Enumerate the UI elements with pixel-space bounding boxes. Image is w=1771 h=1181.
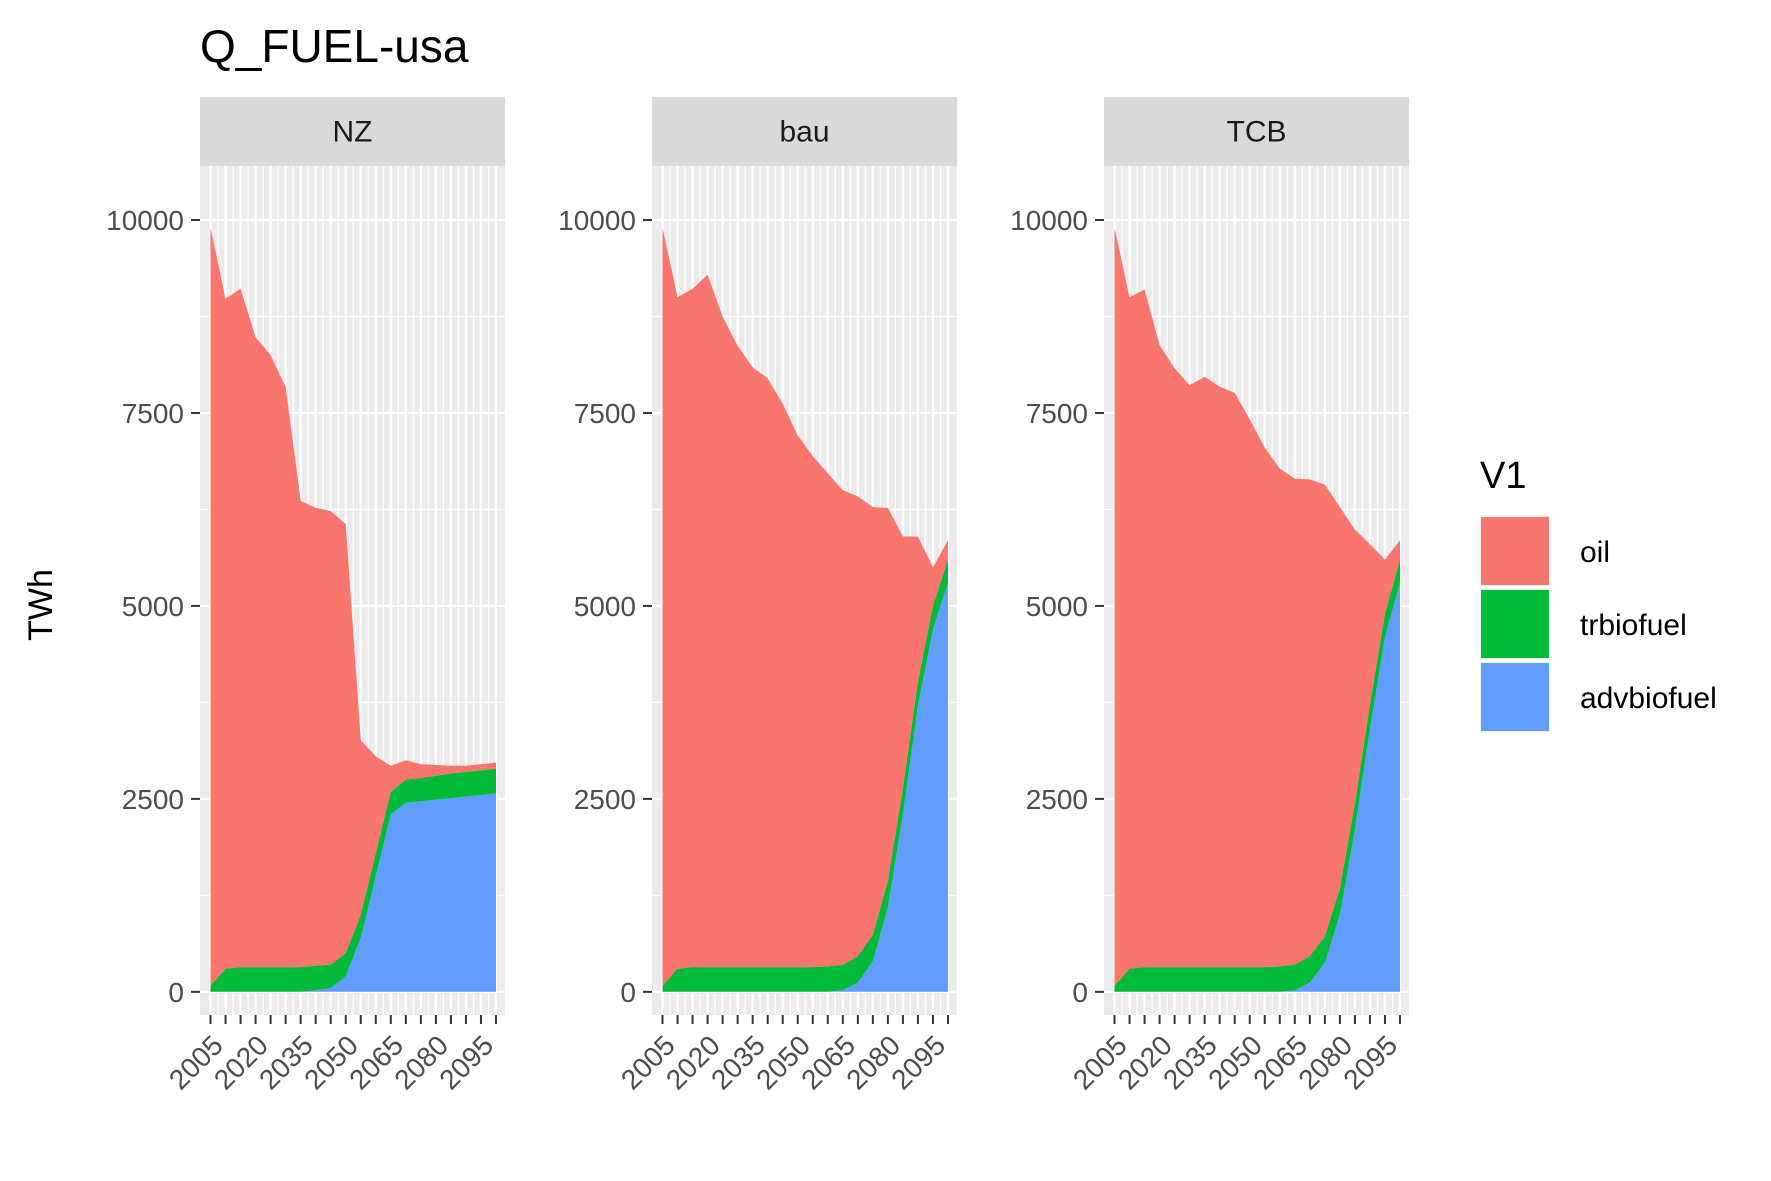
- y-tick-label: 0: [620, 977, 636, 1008]
- facet-panel-tcb: TCB0250050007500100002005202020352050206…: [1010, 97, 1409, 1095]
- x-tick-label: 2095: [1337, 1029, 1403, 1095]
- facet-strip-label: NZ: [333, 116, 373, 149]
- facet-panel-bau: bau0250050007500100002005202020352050206…: [558, 97, 957, 1095]
- y-tick-label: 2500: [122, 784, 184, 815]
- y-tick-label: 10000: [558, 205, 636, 236]
- facet-panel-nz: NZ02500500075001000020052020203520502065…: [106, 97, 505, 1095]
- facet-strip-label: bau: [779, 116, 829, 149]
- x-tick-label: 2095: [885, 1029, 951, 1095]
- facet-strip: [200, 97, 505, 166]
- y-tick-label: 7500: [574, 398, 636, 429]
- legend-swatch-advbiofuel: [1481, 663, 1549, 731]
- y-tick-label: 5000: [1026, 591, 1088, 622]
- x-tick-label: 2095: [433, 1029, 499, 1095]
- facet-strip-label: TCB: [1227, 116, 1287, 149]
- area-advbiofuel: [662, 582, 948, 992]
- y-axis-title: TWh: [22, 569, 60, 641]
- legend: V1 oil trbiofuel advbiofuel: [1480, 455, 1717, 732]
- facet-strip: [1104, 97, 1409, 166]
- y-tick-label: 5000: [574, 591, 636, 622]
- y-tick-label: 2500: [1026, 784, 1088, 815]
- y-tick-label: 0: [1072, 977, 1088, 1008]
- legend-title: V1: [1480, 455, 1526, 497]
- area-oil: [662, 227, 948, 986]
- y-tick-label: 10000: [1010, 205, 1088, 236]
- legend-label-oil: oil: [1580, 536, 1610, 569]
- area-oil: [210, 227, 496, 986]
- area-advbiofuel: [210, 793, 496, 992]
- y-tick-label: 7500: [122, 398, 184, 429]
- legend-swatch-trbiofuel: [1481, 590, 1549, 658]
- legend-label-trbiofuel: trbiofuel: [1580, 609, 1687, 642]
- area-trbiofuel: [210, 768, 496, 992]
- legend-label-advbiofuel: advbiofuel: [1580, 682, 1717, 715]
- facet-strip: [652, 97, 957, 166]
- area-oil: [1114, 227, 1400, 986]
- y-tick-label: 7500: [1026, 398, 1088, 429]
- chart-title: Q_FUEL-usa: [200, 20, 469, 72]
- legend-swatch-oil: [1481, 517, 1549, 585]
- y-tick-label: 10000: [106, 205, 184, 236]
- area-advbiofuel: [1114, 582, 1400, 992]
- y-tick-label: 0: [168, 977, 184, 1008]
- y-tick-label: 5000: [122, 591, 184, 622]
- y-tick-label: 2500: [574, 784, 636, 815]
- facet-panels: NZ02500500075001000020052020203520502065…: [106, 97, 1409, 1095]
